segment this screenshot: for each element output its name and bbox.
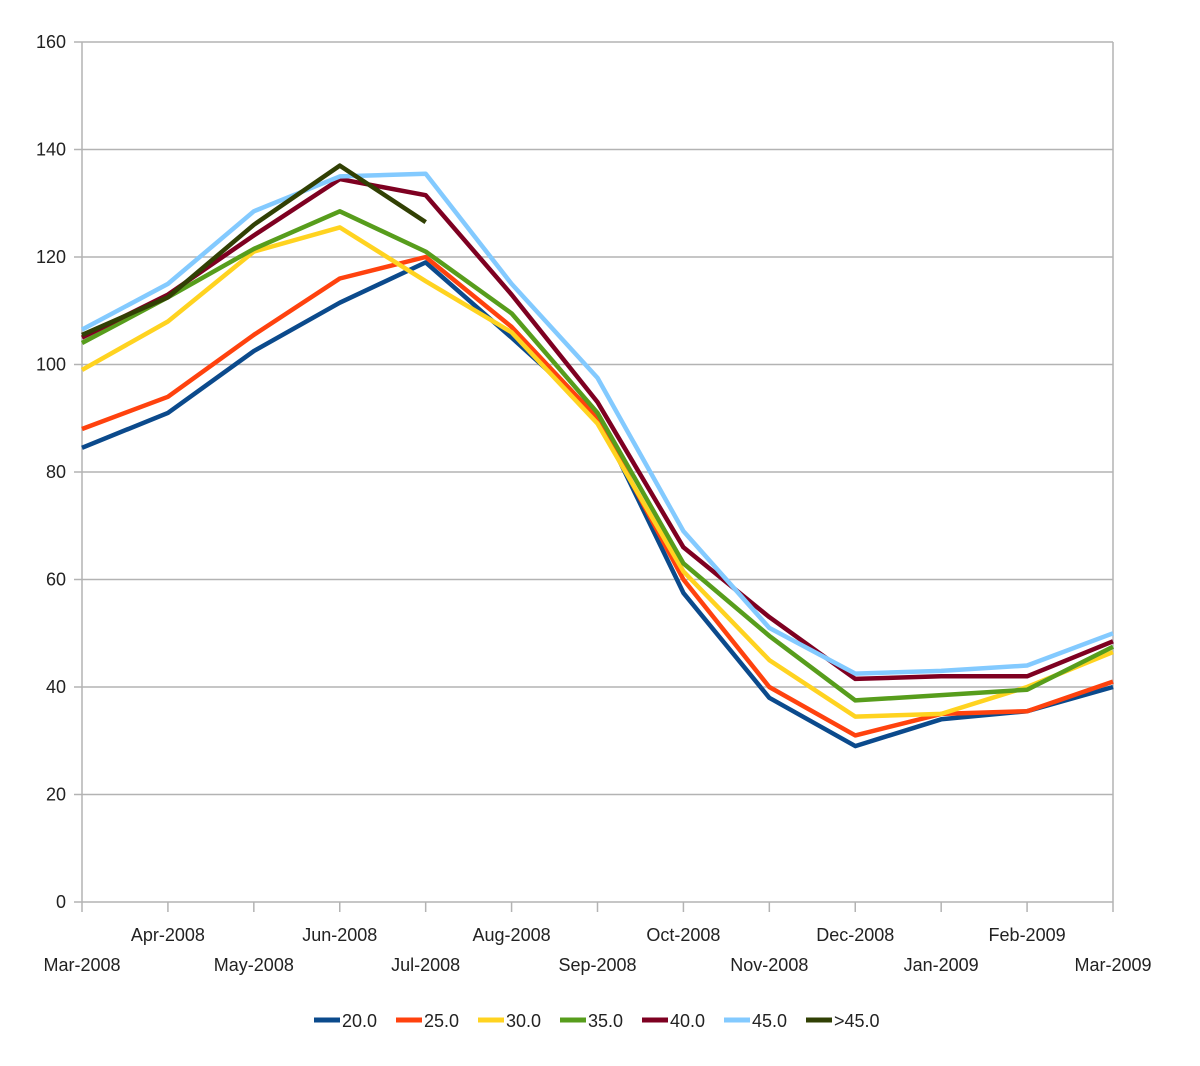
- series-line-25-0: [81, 254, 1114, 738]
- x-tick-label: Jun-2008: [302, 925, 377, 945]
- axis-layer: 0 20 40 60 80 100 120 140 160 Mar-2008 Apr-2008 May…: [36, 32, 1152, 975]
- legend-label: 35.0: [588, 1011, 623, 1031]
- x-tick-label: Mar-2009: [1074, 955, 1151, 975]
- legend-label: 40.0: [670, 1011, 705, 1031]
- legend-label: 25.0: [424, 1011, 459, 1031]
- grid-layer: [82, 41, 1113, 796]
- y-tick-label: 0: [56, 892, 66, 912]
- x-tick-label: Feb-2009: [989, 925, 1066, 945]
- x-tick-label: May-2008: [214, 955, 294, 975]
- series-line-40-0: [80, 176, 1114, 682]
- y-tick-label: 100: [36, 355, 66, 375]
- x-tick-label: Jan-2009: [904, 955, 979, 975]
- x-tick-label: Mar-2008: [43, 955, 120, 975]
- series-line-35-0: [80, 209, 1115, 703]
- y-tick-label: 20: [46, 785, 66, 805]
- legend-label: 45.0: [752, 1011, 787, 1031]
- series-line-20-0: [81, 260, 1114, 749]
- x-tick-label: Apr-2008: [131, 925, 205, 945]
- y-tick-label: 80: [46, 462, 66, 482]
- x-tick-label: Oct-2008: [646, 925, 720, 945]
- legend-label: 20.0: [342, 1011, 377, 1031]
- series-line-30-0: [80, 225, 1114, 719]
- x-tick-label: Dec-2008: [816, 925, 894, 945]
- x-tick-label: Aug-2008: [473, 925, 551, 945]
- y-tick-label: 120: [36, 247, 66, 267]
- series-line-45-0: [80, 171, 1114, 676]
- y-tick-label: 140: [36, 140, 66, 160]
- y-tick-label: 60: [46, 570, 66, 590]
- y-tick-label: 40: [46, 677, 66, 697]
- legend-label: >45.0: [834, 1011, 880, 1031]
- legend-label: 30.0: [506, 1011, 541, 1031]
- legend: 20.0 25.0 30.0 35.0 40.0 45.0 >45.0: [314, 1011, 880, 1031]
- x-tick-label: Nov-2008: [730, 955, 808, 975]
- series-line-45-0: [81, 163, 427, 337]
- x-tick-label: Jul-2008: [391, 955, 460, 975]
- x-tick-label: Sep-2008: [558, 955, 636, 975]
- series-layer: [80, 163, 1115, 749]
- y-tick-label: 160: [36, 32, 66, 52]
